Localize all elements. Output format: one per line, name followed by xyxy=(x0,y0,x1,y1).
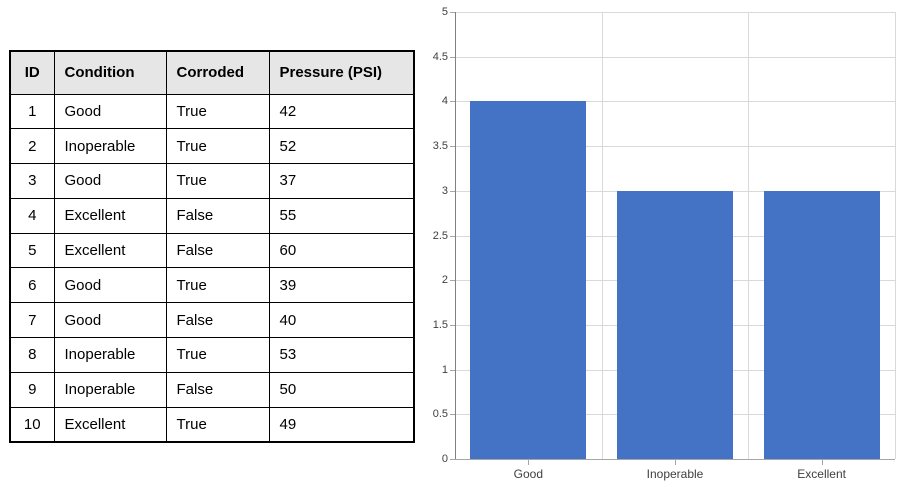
table-cell: True xyxy=(165,337,270,373)
column-header: Corroded xyxy=(165,50,270,95)
table-cell: True xyxy=(165,406,270,443)
table-row: 9 Inoperable False 50 xyxy=(9,371,415,408)
table-cell: Good xyxy=(53,302,167,339)
y-axis xyxy=(455,12,456,460)
table-cell: 60 xyxy=(268,232,415,269)
table-cell: Inoperable xyxy=(53,337,167,373)
table-row: 4 Excellent False 55 xyxy=(9,197,415,234)
x-axis-category-label: Excellent xyxy=(797,467,846,481)
y-axis-tick xyxy=(450,101,455,103)
y-axis-tick-label: 2 xyxy=(441,274,448,287)
horizontal-gridline xyxy=(455,146,895,148)
y-axis-tick xyxy=(450,459,455,460)
y-axis-tick-label: 4.5 xyxy=(432,50,448,63)
y-axis-tick-label: 3 xyxy=(441,184,448,197)
y-axis-tick xyxy=(450,12,455,13)
y-axis-tick xyxy=(450,369,455,371)
vertical-gridline xyxy=(895,12,896,459)
table-cell: Good xyxy=(53,163,167,199)
bar-chart: 0 0.5 1 1.5 2 2.5 3 3.5 4 4.5 5 Good Inoperable Excel… xyxy=(420,0,904,487)
y-axis-tick-label: 4 xyxy=(441,95,448,108)
table-cell: Excellent xyxy=(53,232,167,269)
table-cell: False xyxy=(165,197,270,234)
table-cell: False xyxy=(165,302,270,339)
table-cell: 39 xyxy=(268,267,415,304)
table-header-row: ID Condition Corroded Pressure (PSI) xyxy=(9,50,415,95)
y-axis-tick xyxy=(450,146,455,148)
y-axis-tick xyxy=(450,56,455,58)
y-axis-tick xyxy=(450,280,455,282)
table-cell: 52 xyxy=(268,128,415,165)
table-row: 10 Excellent True 49 xyxy=(9,406,415,443)
table-cell: 8 xyxy=(9,337,55,373)
y-axis-tick-label: 5 xyxy=(441,6,448,18)
table-row: 1 Good True 42 xyxy=(9,93,415,130)
table-cell: True xyxy=(165,93,270,130)
table-cell: Excellent xyxy=(53,197,167,234)
table-cell: 2 xyxy=(9,128,55,165)
table-cell: 50 xyxy=(268,371,415,408)
x-axis-tick xyxy=(821,460,823,465)
pipe-data-table: ID Condition Corroded Pressure (PSI) 1 Good T… xyxy=(9,50,415,443)
table-row: 2 Inoperable True 52 xyxy=(9,128,415,165)
table-row: 6 Good True 39 xyxy=(9,267,415,304)
y-axis-tick-label: 0.5 xyxy=(432,408,448,421)
table-cell: 4 xyxy=(9,197,55,234)
table-cell: 3 xyxy=(9,163,55,199)
table-cell: 1 xyxy=(9,93,55,130)
table-cell: Excellent xyxy=(53,406,167,443)
y-axis-tick xyxy=(450,235,455,237)
y-axis-tick-label: 1.5 xyxy=(432,318,448,331)
horizontal-gridline xyxy=(455,56,895,58)
x-axis-category-label: Inoperable xyxy=(646,467,704,481)
x-axis-tick xyxy=(675,460,676,465)
y-axis-tick xyxy=(450,414,455,416)
table-cell: 55 xyxy=(268,197,415,234)
table-cell: 7 xyxy=(9,302,55,339)
y-axis-tick-label: 3.5 xyxy=(432,140,448,153)
y-axis-tick-label: 1 xyxy=(441,363,448,376)
y-axis-tick xyxy=(450,190,455,192)
x-axis xyxy=(455,459,895,460)
table-cell: 37 xyxy=(268,163,415,199)
table-cell: 49 xyxy=(268,406,415,443)
table-cell: False xyxy=(165,371,270,408)
table-cell: True xyxy=(165,163,270,199)
bar-inoperable xyxy=(617,190,733,459)
table-cell: 10 xyxy=(9,406,55,443)
table-cell: Good xyxy=(53,93,167,130)
x-axis-tick xyxy=(528,460,530,465)
table-row: 8 Inoperable True 53 xyxy=(9,337,415,373)
table-cell: 53 xyxy=(268,337,415,373)
y-axis-tick-label: 0 xyxy=(441,453,448,465)
bar-excellent xyxy=(763,190,880,459)
table-row: 7 Good False 40 xyxy=(9,302,415,339)
column-header: Pressure (PSI) xyxy=(268,50,415,95)
table-cell: True xyxy=(165,128,270,165)
table-cell: Good xyxy=(53,267,167,304)
table-cell: True xyxy=(165,267,270,304)
table-cell: Inoperable xyxy=(53,371,167,408)
table-cell: 5 xyxy=(9,232,55,269)
y-axis-tick-label: 2.5 xyxy=(432,229,448,242)
vertical-gridline xyxy=(748,12,750,459)
table-cell: 42 xyxy=(268,93,415,130)
horizontal-gridline xyxy=(455,12,895,13)
table-cell: 40 xyxy=(268,302,415,339)
horizontal-gridline xyxy=(455,101,895,103)
table-row: 3 Good True 37 xyxy=(9,163,415,199)
table-cell: 6 xyxy=(9,267,55,304)
table-cell: False xyxy=(165,232,270,269)
column-header: Condition xyxy=(53,50,167,95)
table-cell: 9 xyxy=(9,371,55,408)
x-axis-category-label: Good xyxy=(513,467,543,481)
column-header: ID xyxy=(9,50,55,95)
table-row: 5 Excellent False 60 xyxy=(9,232,415,269)
y-axis-tick xyxy=(450,324,455,326)
vertical-gridline xyxy=(601,12,603,459)
bar-good xyxy=(470,101,587,459)
table-cell: Inoperable xyxy=(53,128,167,165)
